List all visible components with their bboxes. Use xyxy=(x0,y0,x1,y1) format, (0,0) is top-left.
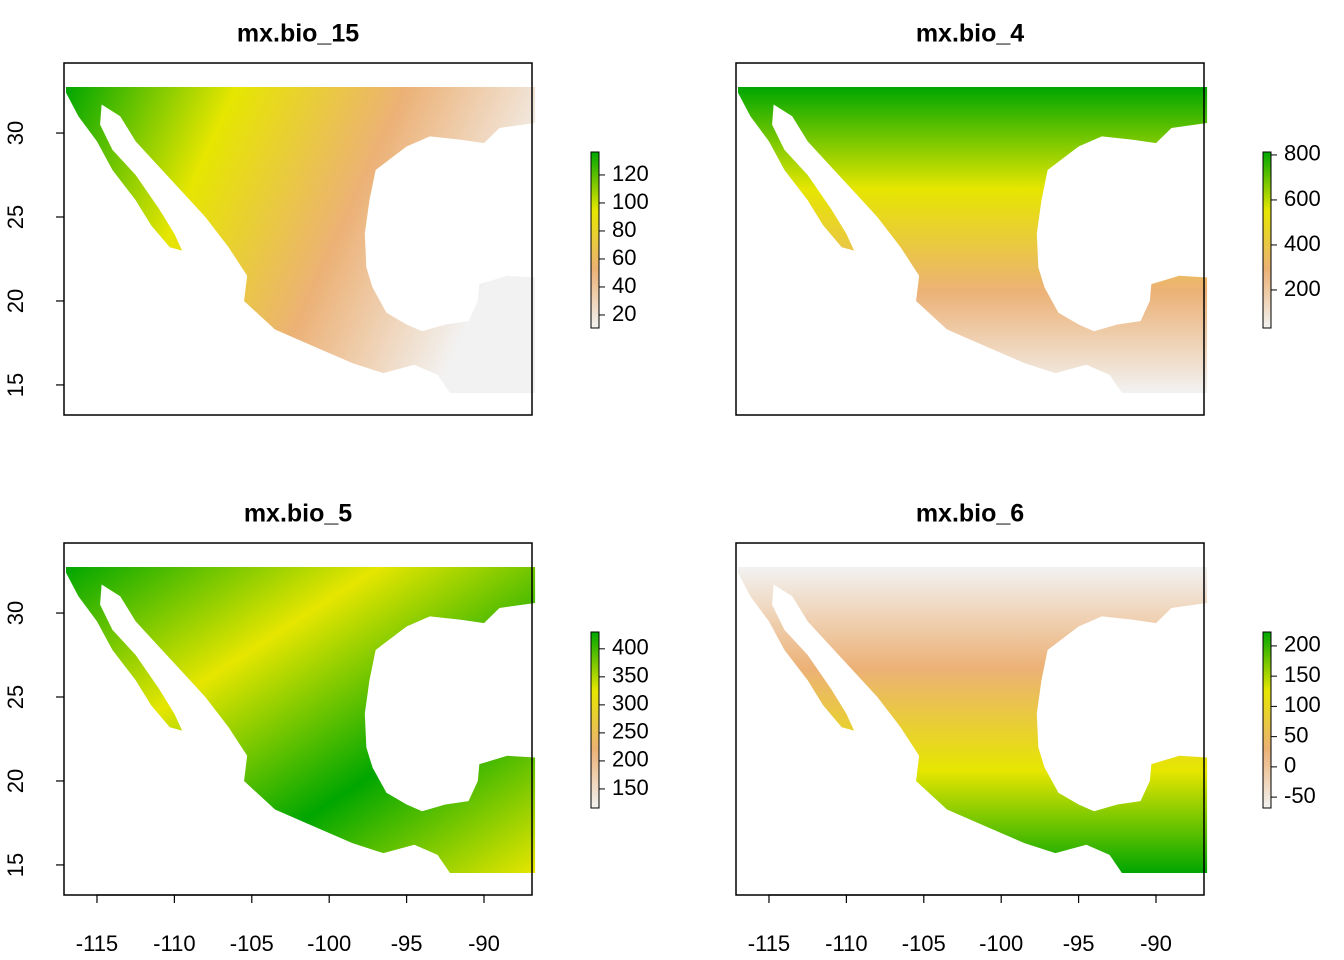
y-tick-label: 25 xyxy=(3,685,28,709)
raster-map xyxy=(738,567,1208,873)
colorbar-label: 120 xyxy=(612,161,649,186)
colorbar-label: 40 xyxy=(612,273,636,298)
colorbar-label: 600 xyxy=(1284,186,1321,211)
colorbar-label: 400 xyxy=(1284,231,1321,256)
panel: mx.bio_6 -115 -110 -105 -100 -95 -90 -50 0 50 100 1… xyxy=(735,500,1321,956)
colorbar-label: 200 xyxy=(1284,632,1321,657)
y-tick-label: 20 xyxy=(3,289,28,313)
x-tick-label: -115 xyxy=(748,931,790,956)
y-tick-label: 30 xyxy=(3,601,28,625)
x-tick-label: -105 xyxy=(902,931,946,956)
colorbar xyxy=(1262,151,1272,329)
raster-map xyxy=(738,87,1208,394)
colorbar-label: 100 xyxy=(1284,692,1321,717)
plot-frame xyxy=(63,62,533,416)
colorbar-label: 200 xyxy=(1284,276,1321,301)
plot-frame xyxy=(735,62,1205,416)
panel-title: mx.bio_5 xyxy=(244,500,352,528)
y-tick-label: 15 xyxy=(3,853,28,877)
panel-title: mx.bio_15 xyxy=(237,20,359,48)
colorbar-label: 20 xyxy=(612,301,636,326)
colorbar-label: 60 xyxy=(612,245,636,270)
panel-title: mx.bio_6 xyxy=(916,500,1024,528)
y-tick-label: 15 xyxy=(3,373,28,397)
x-tick-label: -90 xyxy=(1140,931,1172,956)
x-tick-label: -110 xyxy=(825,931,867,956)
colorbar xyxy=(1262,631,1272,809)
colorbar-label: 350 xyxy=(612,663,649,688)
colorbar-label: 300 xyxy=(612,691,649,716)
colorbar-label: 200 xyxy=(612,747,649,772)
x-tick-label: -100 xyxy=(979,931,1023,956)
colorbar-label: 150 xyxy=(1284,662,1321,687)
colorbar-label: 150 xyxy=(612,775,649,800)
y-tick-label: 25 xyxy=(3,205,28,229)
y-tick-label: 30 xyxy=(3,121,28,145)
colorbar-label: 100 xyxy=(612,189,649,214)
colorbar xyxy=(590,151,600,329)
x-tick-label: -105 xyxy=(230,931,274,956)
panel-title: mx.bio_4 xyxy=(916,20,1024,48)
colorbar-label: 50 xyxy=(1284,722,1308,747)
colorbar-label: 800 xyxy=(1284,141,1321,166)
colorbar-label: 400 xyxy=(612,635,649,660)
colorbar-label: 250 xyxy=(612,719,649,744)
raster-map xyxy=(66,567,536,873)
y-tick-label: 20 xyxy=(3,769,28,793)
x-tick-label: -110 xyxy=(153,931,195,956)
raster-map xyxy=(66,87,536,394)
panel: mx.bio_5 -115 -110 -105 -100 -95 -90 15 20 25 30 15… xyxy=(3,500,649,956)
colorbar-label: -50 xyxy=(1284,783,1316,808)
panel: mx.bio_4 200 400 600 800 xyxy=(735,20,1321,416)
x-tick-label: -95 xyxy=(391,931,423,956)
x-tick-label: -115 xyxy=(76,931,118,956)
x-tick-label: -95 xyxy=(1063,931,1095,956)
panel: mx.bio_15 15 20 25 30 20 40 60 80 100 120 xyxy=(3,20,649,416)
x-tick-label: -100 xyxy=(307,931,351,956)
colorbar xyxy=(590,631,600,809)
colorbar-label: 0 xyxy=(1284,753,1296,778)
x-tick-label: -90 xyxy=(468,931,500,956)
colorbar-label: 80 xyxy=(612,217,636,242)
